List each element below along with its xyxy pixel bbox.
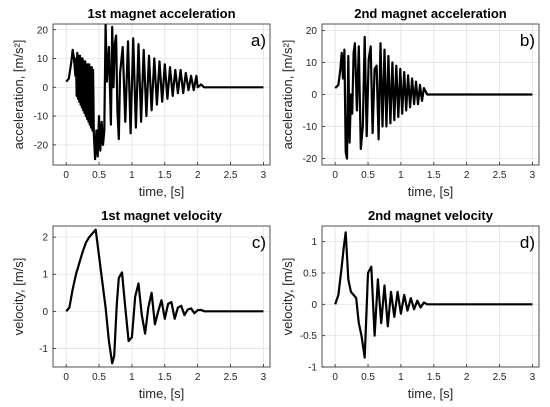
x-tick-label: 3 (261, 170, 267, 181)
x-tick-label: 2.5 (493, 170, 507, 181)
x-tick-label: 1.5 (158, 372, 172, 383)
y-axis-label: acceleration, [m/s²] (280, 40, 295, 150)
plot-frame (52, 225, 271, 368)
x-axis-label: time, [s] (139, 184, 185, 199)
plot-frame (321, 225, 540, 368)
x-tick-label: 0.5 (92, 372, 106, 383)
y-axis-label: velocity, [m/s] (11, 258, 26, 336)
y-tick-label: -1 (308, 363, 317, 374)
x-tick-label: 0 (63, 170, 69, 181)
y-tick-label: -0.5 (300, 331, 318, 342)
x-tick-label: 3 (530, 170, 536, 181)
y-tick-label: -10 (34, 112, 49, 123)
panel-label: a) (251, 31, 266, 50)
plot-frame (52, 23, 271, 166)
chart-panel-1: 0 0.5 1 1.5 2 2.5 3 -20 -10 0 10 20 1st magnet accel… (11, 6, 271, 199)
x-tick-label: 1 (398, 170, 404, 181)
y-tick-label: 20 (37, 25, 49, 36)
x-tick-label: 0.5 (361, 170, 375, 181)
y-axis-label: velocity, [m/s] (280, 258, 295, 336)
x-tick-label: 1.5 (427, 170, 441, 181)
chart-panel-4: 0 0.5 1 1.5 2 2.5 3 -1 -0.5 0 0.5 1 2nd magnet veloc… (280, 208, 540, 401)
y-tick-label: 10 (37, 54, 49, 65)
chart-panel-2: 0 0.5 1 1.5 2 2.5 3 -20 -10 0 10 20 2nd magnet accel… (280, 6, 540, 199)
series-line (65, 24, 264, 161)
chart-title: 2nd magnet velocity (368, 208, 494, 223)
y-tick-label: 1 (311, 237, 317, 248)
y-tick-label: 0 (42, 307, 48, 318)
y-tick-label: 0.5 (303, 269, 317, 280)
chart-title: 2nd magnet acceleration (354, 6, 506, 21)
x-tick-label: 1 (129, 170, 135, 181)
x-tick-label: 1 (129, 372, 135, 383)
x-tick-label: 2 (195, 372, 201, 383)
y-tick-label: 2 (42, 233, 48, 244)
chart-title: 1st magnet velocity (101, 208, 222, 223)
y-tick-label: 0 (311, 90, 317, 101)
x-axis-label: time, [s] (408, 386, 454, 401)
x-axis-label: time, [s] (139, 386, 185, 401)
x-tick-label: 0.5 (92, 170, 106, 181)
y-tick-label: 0 (311, 300, 317, 311)
y-tick-label: -20 (34, 140, 49, 151)
x-tick-label: 1.5 (427, 372, 441, 383)
x-tick-label: 2 (464, 170, 470, 181)
x-tick-label: 3 (530, 372, 536, 383)
x-tick-label: 0.5 (361, 372, 375, 383)
x-tick-label: 0 (332, 170, 338, 181)
x-tick-label: 0 (63, 372, 69, 383)
y-tick-label: 0 (42, 83, 48, 94)
y-axis-label: acceleration, [m/s²] (11, 40, 26, 150)
y-tick-label: 20 (306, 26, 318, 37)
x-tick-label: 2 (464, 372, 470, 383)
x-tick-label: 2.5 (224, 170, 238, 181)
y-tick-label: -20 (303, 154, 318, 165)
series-line (334, 35, 533, 160)
series-line (334, 231, 533, 359)
x-tick-label: 1 (398, 372, 404, 383)
x-tick-label: 2.5 (224, 372, 238, 383)
x-tick-label: 2.5 (493, 372, 507, 383)
y-tick-label: -10 (303, 122, 318, 133)
x-axis-label: time, [s] (408, 184, 454, 199)
panel-label: d) (520, 233, 535, 252)
y-tick-label: 10 (306, 58, 318, 69)
x-tick-label: 3 (261, 372, 267, 383)
y-tick-label: -1 (39, 344, 48, 355)
chart-panel-3: 0 0.5 1 1.5 2 2.5 3 -1 0 1 2 1st magnet velocity tim… (11, 208, 271, 401)
panel-label: c) (252, 233, 266, 252)
panel-label: b) (520, 31, 535, 50)
y-tick-label: 1 (42, 270, 48, 281)
chart-title: 1st magnet acceleration (87, 6, 235, 21)
x-tick-label: 0 (332, 372, 338, 383)
series-line (65, 228, 264, 365)
x-tick-label: 1.5 (158, 170, 172, 181)
x-tick-label: 2 (195, 170, 201, 181)
